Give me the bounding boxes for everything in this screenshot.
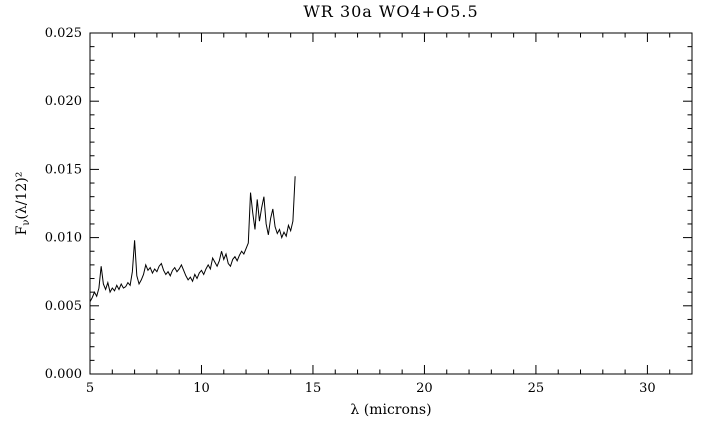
x-tick-label: 30 bbox=[639, 381, 656, 396]
x-tick-label: 20 bbox=[416, 381, 433, 396]
y-tick-label: 0.000 bbox=[45, 367, 82, 382]
spectrum-line bbox=[89, 176, 296, 302]
y-tick-label: 0.020 bbox=[45, 94, 82, 109]
y-tick-label: 0.025 bbox=[45, 26, 82, 41]
y-tick-label: 0.015 bbox=[45, 162, 82, 177]
svg-text:Fν(λ/12)²: Fν(λ/12)² bbox=[14, 172, 32, 236]
x-tick-label: 15 bbox=[305, 381, 322, 396]
x-tick-label: 10 bbox=[193, 381, 210, 396]
y-tick-label: 0.005 bbox=[45, 299, 82, 314]
x-tick-label: 25 bbox=[528, 381, 545, 396]
x-axis-label: λ (microns) bbox=[350, 402, 431, 418]
x-tick-label: 5 bbox=[86, 381, 94, 396]
y-axis-label: Fν(λ/12)² bbox=[14, 172, 32, 236]
plot-frame bbox=[89, 32, 693, 375]
spectrum-path bbox=[89, 176, 296, 302]
axis-ticks: 5 10 15 20 25 30 0.000 0.005 0.010 0.015 0.020 0.02… bbox=[45, 26, 693, 396]
chart-title: WR 30a WO4+O5.5 bbox=[303, 2, 478, 21]
y-tick-label: 0.010 bbox=[45, 231, 82, 246]
